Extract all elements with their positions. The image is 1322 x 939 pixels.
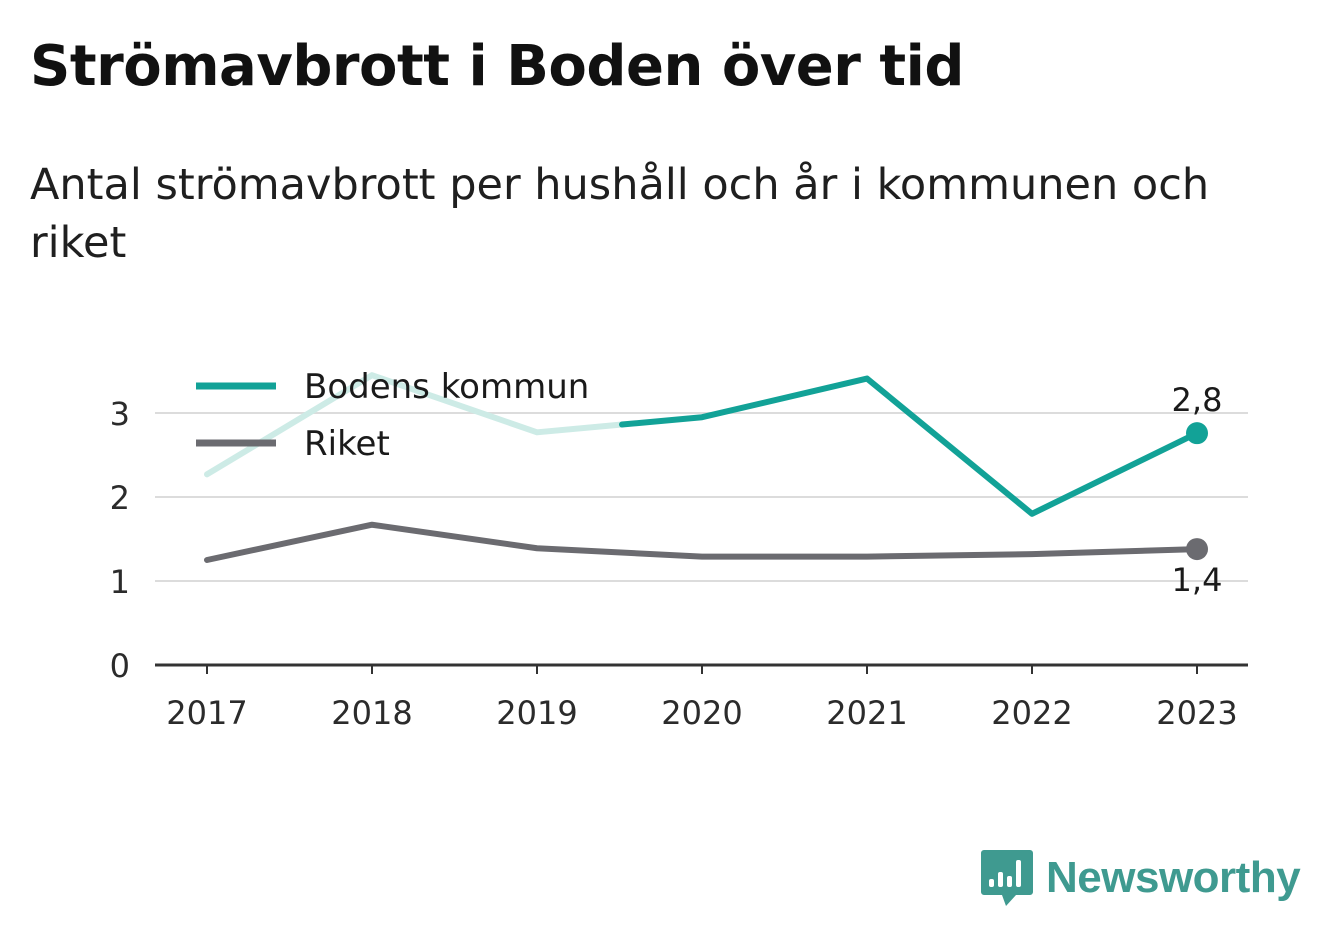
chart-subtitle: Antal strömavbrott per hushåll och år i … bbox=[30, 160, 1210, 268]
data-label-riket: 1,4 bbox=[1172, 561, 1223, 599]
x-tick-label: 2019 bbox=[496, 694, 577, 732]
series-line-riket bbox=[204, 521, 1200, 563]
chart-title: Strömavbrott i Boden över tid bbox=[30, 34, 964, 99]
x-tick-label: 2018 bbox=[331, 694, 412, 732]
y-tick-label: 0 bbox=[110, 647, 130, 685]
x-tick-label: 2022 bbox=[991, 694, 1072, 732]
x-tick-label: 2023 bbox=[1156, 694, 1237, 732]
x-tick-label: 2020 bbox=[661, 694, 742, 732]
legend-label-bodens: Bodens kommun bbox=[304, 367, 589, 407]
series-line-bodens bbox=[619, 375, 1200, 517]
brand-name: Newsworthy bbox=[1046, 853, 1301, 902]
brand-logo: Newsworthy bbox=[980, 848, 1301, 908]
y-tick-label: 1 bbox=[110, 563, 130, 601]
data-point-bodens bbox=[1186, 422, 1208, 445]
y-tick-label: 2 bbox=[110, 479, 130, 517]
x-tick-label: 2017 bbox=[166, 694, 247, 732]
y-tick-label: 3 bbox=[110, 395, 130, 433]
x-tick-label: 2021 bbox=[826, 694, 907, 732]
data-point-riket bbox=[1186, 538, 1208, 561]
legend-label-riket: Riket bbox=[304, 424, 390, 464]
data-label-bodens: 2,8 bbox=[1172, 381, 1223, 419]
series-line-bodens-faded bbox=[204, 372, 625, 478]
newsworthy-logo-icon bbox=[981, 850, 1033, 906]
